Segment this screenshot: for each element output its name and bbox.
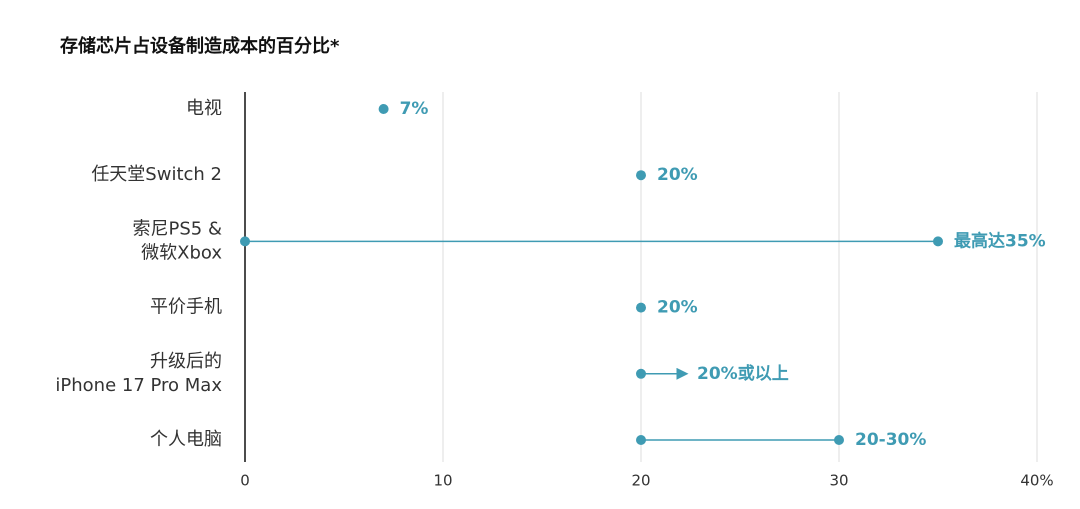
dot xyxy=(933,236,943,247)
category-label: 任天堂Switch 2 xyxy=(91,164,222,185)
dot xyxy=(378,104,389,114)
x-tick-label: 0 xyxy=(240,472,250,490)
x-tick-label: 20 xyxy=(631,472,650,490)
value-label: 20%或以上 xyxy=(697,363,789,384)
dot xyxy=(636,170,646,181)
value-label: 20-30% xyxy=(855,430,926,450)
category-label: iPhone 17 Pro Max xyxy=(55,375,222,396)
category-label: 索尼PS5 & xyxy=(133,218,223,239)
category-label: 升级后的 xyxy=(150,351,222,372)
value-label: 20% xyxy=(657,165,698,185)
range-start xyxy=(636,435,646,445)
category-label: 个人电脑 xyxy=(150,429,222,450)
dot xyxy=(834,435,844,445)
value-label: 最高达35% xyxy=(954,230,1046,251)
category-label: 微软Xbox xyxy=(141,242,222,263)
range-start xyxy=(240,236,250,247)
dot xyxy=(636,302,646,313)
value-label: 7% xyxy=(400,99,429,119)
chart-title: 存储芯片占设备制造成本的百分比* xyxy=(60,35,340,57)
category-label: 电视 xyxy=(186,98,222,119)
category-label: 平价手机 xyxy=(150,297,222,318)
x-tick-label: 10 xyxy=(433,472,452,490)
value-label: 20% xyxy=(657,298,698,318)
x-tick-label: 40% xyxy=(1020,472,1053,490)
x-tick-label: 30 xyxy=(829,472,848,490)
